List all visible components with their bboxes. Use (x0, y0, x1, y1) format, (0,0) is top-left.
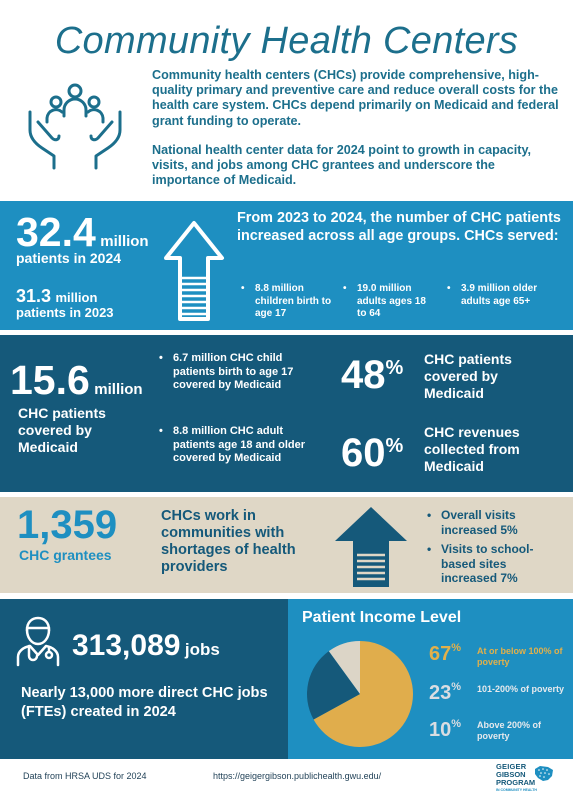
footer-source: Data from HRSA UDS for 2024 (23, 771, 147, 781)
up-arrow-icon (164, 221, 224, 321)
medicaid-60-value: 60 (341, 431, 386, 475)
patients-section: 32.4 million patients in 2024 31.3 milli… (0, 201, 573, 330)
gg-program-logo: GEIGER GIBSON PROGRAM IN COMMUNITY HEALT… (496, 763, 556, 797)
intro-text: Community health centers (CHCs) provide … (152, 68, 560, 188)
jobs-detail: Nearly 13,000 more direct CHC jobs (FTEs… (21, 685, 268, 720)
us-map-icon (535, 766, 553, 781)
medicaid-patients-number: 15.6 (10, 357, 90, 403)
legend-10-value-wrap: 10% (429, 718, 462, 742)
percent-sign: % (385, 357, 404, 379)
medicaid-patients-stat: 15.6 million (10, 357, 143, 404)
jobs-section: 313,089 jobs Nearly 13,000 more direct C… (0, 599, 288, 759)
intro-paragraph-1: Community health centers (CHCs) provide … (152, 68, 559, 128)
legend-67-label: At or below 100% of poverty (477, 646, 563, 667)
intro-paragraph-2: National health center data for 2024 poi… (152, 142, 532, 188)
jobs-stat: 313,089 jobs (72, 629, 220, 663)
grantees-label: CHC grantees (19, 547, 112, 563)
patients-2024-label: patients in 2024 (16, 250, 122, 266)
patients-2023-label: patients in 2023 (16, 305, 114, 320)
grantees-number: 1,359 (17, 503, 118, 547)
jobs-unit: jobs (184, 640, 220, 659)
patients-2024-number: 32.4 (16, 209, 96, 255)
percent-sign: % (385, 435, 404, 457)
percent-sign: % (451, 642, 462, 654)
page-title: Community Health Centers (54, 20, 519, 62)
percent-sign: % (451, 681, 462, 693)
visits-school-bullet: Visits to school-based sites increased 7… (427, 542, 561, 586)
income-title: Patient Income Level (302, 609, 462, 626)
patients-2023-unit: million (55, 290, 98, 305)
medicaid-adults-bullet: 8.8 million CHC adult patients age 18 an… (159, 425, 323, 466)
medicaid-48-label: CHC patients covered by Medicaid (424, 351, 512, 401)
grantees-section: 1,359 CHC grantees CHCs work in communit… (0, 497, 573, 593)
patients-2024-unit: million (100, 233, 149, 250)
legend-23-value-wrap: 23% (429, 681, 462, 705)
pie-slice-below-100 (313, 641, 413, 747)
patients-group-children: 8.8 million children birth to age 17 (241, 283, 341, 321)
legend-23-value: 23 (429, 682, 452, 704)
patients-2023-number: 31.3 (16, 286, 52, 306)
logo-line-4: IN COMMUNITY HEALTH (496, 788, 537, 792)
medicaid-60-label: CHC revenues collected from Medicaid (424, 424, 520, 474)
logo-line-1: GEIGER (496, 762, 527, 771)
medicaid-patients-unit: million (94, 381, 143, 398)
patients-2023-stat: 31.3 million (16, 286, 97, 307)
grantees-shortage-text: CHCs work in communities with shortages … (161, 508, 296, 575)
visits-overall-bullet: Overall visits increased 5% (427, 508, 561, 537)
jobs-number: 313,089 (72, 629, 181, 662)
medicaid-48-value: 48 (341, 353, 386, 397)
income-section: Patient Income Level 67% At or below 100… (288, 599, 573, 759)
medicaid-children-bullet: 6.7 million CHC child patients birth to … (159, 352, 323, 393)
medicaid-section: 15.6 million CHC patients covered by Med… (0, 335, 573, 492)
legend-67-value: 67 (429, 643, 452, 665)
medicaid-48-stat: 48% (341, 353, 403, 398)
income-pie-chart (307, 641, 413, 747)
up-arrow-icon (335, 507, 407, 587)
doctor-icon (16, 616, 60, 667)
footer-url[interactable]: https://geigergibson.publichealth.gwu.ed… (213, 771, 382, 781)
pie-slice-above-200 (328, 641, 360, 694)
patients-2024-stat: 32.4 million (16, 209, 149, 256)
medicaid-60-stat: 60% (341, 431, 403, 476)
percent-sign: % (451, 718, 462, 730)
patients-headline: From 2023 to 2024, the number of CHC pat… (237, 210, 561, 244)
patients-group-older: 3.9 million older adults age 65+ (447, 283, 561, 308)
hands-holding-people-icon (28, 83, 122, 170)
patients-group-adults: 19.0 million adults ages 18 to 64 (343, 283, 437, 321)
logo-line-3: PROGRAM (496, 778, 536, 787)
pie-slice-101-200 (307, 651, 360, 720)
legend-67-value-wrap: 67% (429, 642, 462, 666)
legend-10-label: Above 200% of poverty (477, 720, 542, 741)
medicaid-patients-label: CHC patients covered by Medicaid (18, 405, 106, 455)
legend-23-label: 101-200% of poverty (477, 684, 565, 694)
legend-10-value: 10 (429, 719, 452, 741)
logo-line-2: GIBSON (496, 770, 526, 779)
